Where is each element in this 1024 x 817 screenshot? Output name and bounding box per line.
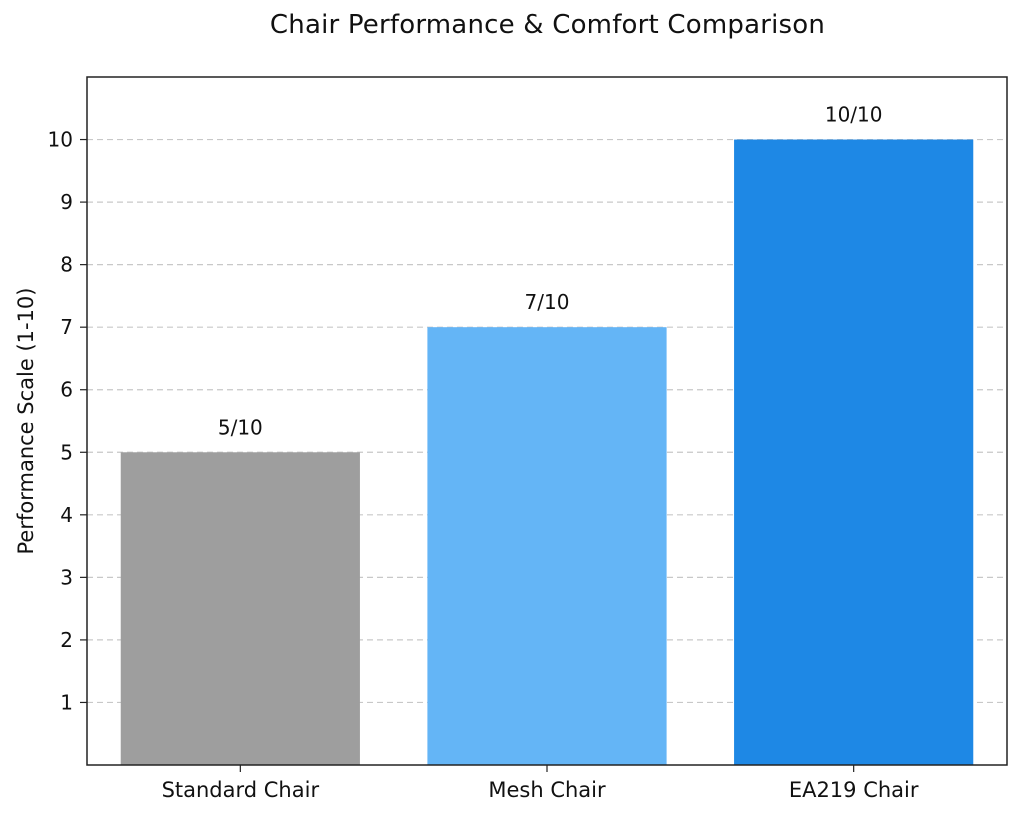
y-tick-label: 9 bbox=[60, 190, 73, 214]
y-tick-label: 3 bbox=[60, 565, 73, 589]
chart-title: Chair Performance & Comfort Comparison bbox=[269, 10, 826, 40]
y-tick-label: 4 bbox=[60, 503, 73, 527]
y-tick-label: 7 bbox=[60, 315, 73, 339]
x-tick-label: Standard Chair bbox=[162, 778, 320, 802]
bar-value-label: 5/10 bbox=[218, 415, 263, 439]
y-tick-label: 8 bbox=[60, 253, 73, 277]
x-tick-label: Mesh Chair bbox=[488, 778, 606, 802]
y-ticks: 1 2 3 4 5 6 7 8 9 10 bbox=[48, 128, 87, 714]
bar-value-label: 7/10 bbox=[525, 290, 570, 314]
bar bbox=[120, 452, 360, 765]
y-tick-label: 6 bbox=[60, 378, 73, 402]
bar bbox=[427, 327, 667, 765]
bar-value-label: 10/10 bbox=[825, 103, 883, 127]
y-axis-label: Performance Scale (1-10) bbox=[14, 288, 38, 555]
bars-layer: 5/10 7/10 10/10 bbox=[120, 103, 974, 765]
y-tick-label: 5 bbox=[60, 440, 73, 464]
y-tick-label: 10 bbox=[48, 128, 73, 152]
bar bbox=[734, 139, 974, 765]
y-tick-label: 1 bbox=[60, 690, 73, 714]
y-tick-label: 2 bbox=[60, 628, 73, 652]
x-tick-label: EA219 Chair bbox=[789, 778, 919, 802]
x-ticks: Standard Chair Mesh Chair EA219 Chair bbox=[162, 765, 919, 802]
